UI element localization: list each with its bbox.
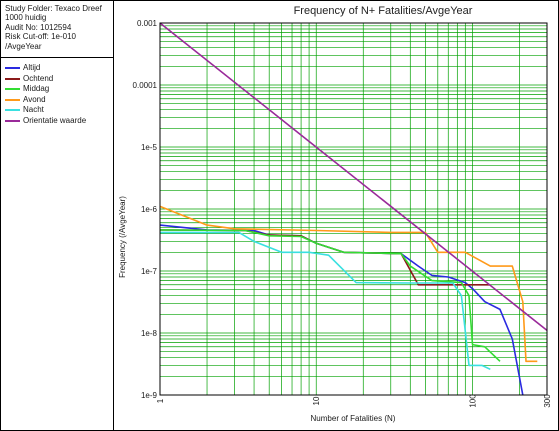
legend-label: Altijd (23, 63, 41, 72)
scenario-text: 1000 huidig (5, 13, 47, 23)
plot-area-border (159, 22, 548, 396)
x-tick-label: 10 (312, 396, 321, 405)
y-tick-label: 1e-6 (141, 205, 158, 214)
side-panel: Study Folder: Texaco Dreef 1000 huidig A… (1, 1, 114, 430)
legend-item: Middag (5, 84, 111, 94)
y-tick-label: 1e-8 (141, 329, 158, 338)
series-line-nacht (160, 231, 491, 371)
x-tick-label: 300 (543, 394, 552, 408)
x-tick-label: 100 (468, 394, 477, 408)
chart-grid (160, 23, 547, 395)
legend-label: Avond (23, 94, 46, 104)
legend-label: Nacht (23, 105, 44, 115)
legend-item: Ochtend (5, 74, 111, 84)
y-tick-label: 0.001 (137, 19, 158, 28)
y-tick-label: 0.0001 (133, 81, 158, 90)
y-tick-label: 1e-9 (141, 391, 158, 400)
series-line-altijd (159, 224, 524, 396)
legend-swatch (5, 67, 20, 69)
legend-item: Avond (5, 95, 111, 105)
legend-label: Ochtend (23, 73, 54, 83)
series-line-middag (159, 229, 501, 362)
chart-series (159, 22, 548, 396)
legend-label: Orientatie waarde (23, 115, 87, 125)
audit-number-text: Audit No: 1012594 (5, 22, 72, 32)
study-info-box: Study Folder: Texaco Dreef 1000 huidig A… (1, 1, 113, 58)
x-axis-title: Number of Fatalities (N) (311, 414, 396, 423)
y-tick-label: 1e-5 (141, 143, 158, 152)
x-tick-label: 1 (156, 398, 165, 403)
axis-ticks: 0.001 0.0001 1e-5 1e-6 1e-7 1e-8 1e-91 10 100 300 (133, 19, 552, 408)
chart-legend: Altijd Ochtend Middag Avond Nacht Orientatie … (5, 63, 111, 127)
legend-label: Middag (23, 84, 50, 94)
fn-curve-chart: Frequency of N+ Fatalities/AvgeYear 0.00… (118, 5, 552, 423)
unit-text: /AvgeYear (5, 41, 42, 51)
legend-item: Altijd (5, 63, 111, 73)
risk-cutoff-text: Risk Cut-off: 1e-010 (5, 32, 76, 42)
y-axis-title: Frequency (/AvgeYear) (118, 196, 127, 278)
series-line-avond (159, 205, 538, 363)
chart-title: Frequency of N+ Fatalities/AvgeYear (294, 5, 473, 17)
legend-swatch (5, 77, 20, 80)
y-tick-label: 1e-7 (141, 267, 158, 276)
series-line-orientatie-waarde (159, 22, 548, 332)
legend-swatch (5, 109, 20, 112)
legend-item: Orientatie waarde (5, 116, 111, 126)
legend-swatch (5, 88, 20, 91)
study-folder-text: Study Folder: Texaco Dreef (5, 4, 102, 13)
legend-item: Nacht (5, 105, 111, 115)
legend-swatch (5, 119, 20, 122)
legend-swatch (5, 98, 20, 101)
